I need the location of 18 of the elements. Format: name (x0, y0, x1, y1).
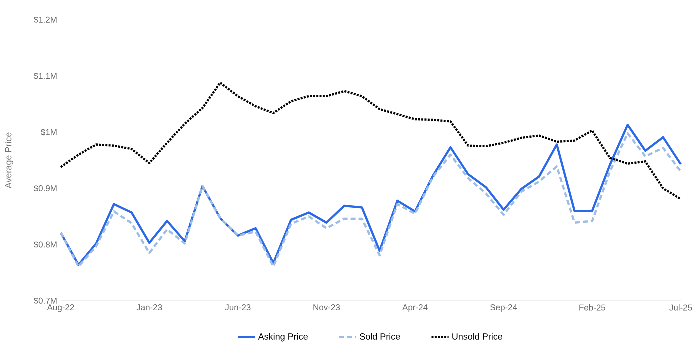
legend-label: Unsold Price (452, 333, 503, 340)
x-tick-label: Jan-23 (136, 304, 162, 311)
legend-label: Asking Price (258, 333, 308, 342)
y-tick-label: $1M (41, 128, 57, 136)
y-tick-label: $0.7M (34, 298, 57, 304)
x-tick-label: Jul-25 (670, 304, 692, 311)
legend-label: Sold Price (360, 333, 400, 340)
x-tick-label: Nov-23 (314, 304, 340, 311)
y-axis-title: Average Price (5, 132, 14, 189)
y-tick-label: $0.8M (34, 241, 57, 248)
y-tick-label: $1.1M (34, 72, 57, 80)
y-tick-label: $1.2M (34, 16, 57, 24)
x-tick-label: Jun-23 (225, 304, 251, 311)
x-tick-label: Aug-22 (47, 304, 74, 312)
x-tick-label: Apr-24 (402, 304, 428, 312)
y-tick-label: $0.9M (34, 185, 57, 192)
x-tick-label: Feb-25 (580, 304, 606, 311)
x-tick-label: Sep-24 (490, 304, 518, 312)
